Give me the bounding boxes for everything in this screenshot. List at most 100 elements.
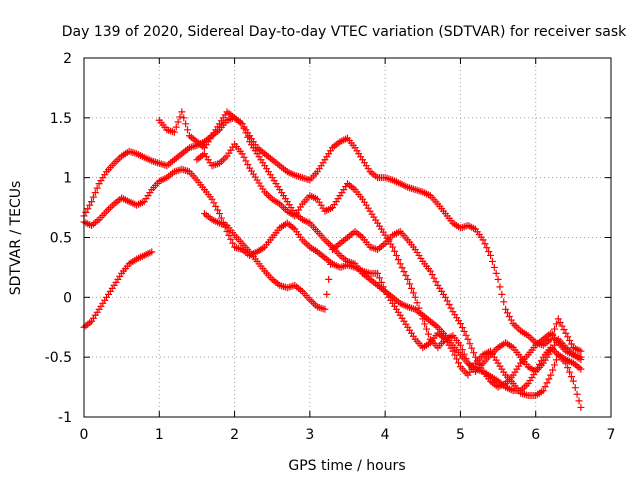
- data-point: [577, 353, 585, 361]
- y-tick-label: 0.5: [50, 231, 72, 247]
- data-point: [407, 284, 415, 292]
- data-point: [172, 123, 180, 131]
- data-point: [577, 403, 585, 411]
- data-point: [539, 387, 547, 395]
- data-point: [471, 353, 479, 361]
- data-point: [503, 309, 511, 317]
- data-point: [564, 364, 572, 372]
- data-point: [240, 153, 248, 161]
- data-point: [552, 356, 560, 364]
- data-point: [577, 347, 585, 355]
- data-point: [547, 371, 555, 379]
- data-point: [545, 375, 553, 383]
- x-axis-label: GPS time / hours: [288, 458, 405, 474]
- data-point: [208, 195, 216, 203]
- data-point: [554, 315, 562, 323]
- data-point: [470, 349, 478, 357]
- data-point: [184, 126, 192, 134]
- y-tick-label: 1: [63, 171, 72, 187]
- data-point: [498, 290, 506, 298]
- data-point: [423, 325, 431, 333]
- data-point: [575, 397, 583, 405]
- y-axis-label: SDTVAR / TECUs: [8, 181, 24, 296]
- x-tick-label: 7: [607, 427, 616, 443]
- data-point: [496, 283, 504, 291]
- data-point: [494, 275, 502, 283]
- data-point: [374, 269, 382, 277]
- data-point: [564, 333, 572, 341]
- data-point: [389, 243, 397, 251]
- data-point: [571, 384, 579, 392]
- data-point: [549, 366, 557, 374]
- data-point: [453, 355, 461, 363]
- data-point: [481, 240, 489, 248]
- data-point: [244, 161, 252, 169]
- data-point: [456, 320, 464, 328]
- data-point: [325, 275, 333, 283]
- data-point: [242, 129, 250, 137]
- x-tick-label: 0: [80, 427, 89, 443]
- data-point: [238, 150, 246, 158]
- data-point: [560, 326, 568, 334]
- series-track-2: [80, 165, 585, 411]
- data-point: [458, 346, 466, 354]
- data-point: [240, 124, 248, 132]
- data-point: [93, 184, 101, 192]
- data-point: [210, 199, 218, 207]
- data-point: [479, 236, 487, 244]
- data-point: [375, 274, 383, 282]
- data-point: [487, 251, 495, 259]
- data-point: [428, 271, 436, 279]
- data-point: [441, 293, 449, 301]
- data-point: [377, 278, 385, 286]
- data-point: [86, 201, 94, 209]
- data-point: [462, 355, 470, 363]
- data-point: [551, 361, 559, 369]
- series-track-1: [80, 114, 585, 355]
- data-point: [180, 114, 188, 122]
- axis-ticks: 0 1 2 3 4 5 6 7 -1 -0.5 0 0.5 1 1.5 2: [45, 51, 616, 443]
- y-tick-label: 0: [63, 290, 72, 306]
- data-point: [449, 347, 457, 355]
- data-point: [543, 379, 551, 387]
- data-point: [562, 329, 570, 337]
- chart-title: Day 139 of 2020, Sidereal Day-to-day VTE…: [62, 24, 627, 40]
- data-point: [400, 268, 408, 276]
- data-point: [552, 320, 560, 328]
- data-point: [404, 275, 412, 283]
- data-point: [148, 248, 156, 256]
- data-point: [398, 264, 406, 272]
- data-point: [178, 108, 186, 116]
- data-point: [456, 341, 464, 349]
- data-point: [212, 202, 220, 210]
- y-tick-label: 2: [63, 51, 72, 67]
- data-point: [473, 357, 481, 365]
- data-point: [402, 271, 410, 279]
- data-point: [558, 322, 566, 330]
- data-point: [413, 299, 421, 307]
- x-tick-label: 6: [531, 427, 540, 443]
- y-tick-label: -0.5: [45, 350, 72, 366]
- data-point: [577, 365, 585, 373]
- data-point: [460, 327, 468, 335]
- data-point: [229, 239, 237, 247]
- data-point: [227, 235, 235, 243]
- data-point: [483, 244, 491, 252]
- data-point: [551, 325, 559, 333]
- data-point: [84, 205, 92, 213]
- data-point: [327, 260, 335, 268]
- data-point: [182, 120, 190, 128]
- data-point: [91, 189, 99, 197]
- data-point: [238, 120, 246, 128]
- x-tick-label: 4: [381, 427, 390, 443]
- data-point: [394, 256, 402, 264]
- data-point: [464, 335, 472, 343]
- data-point: [502, 305, 510, 313]
- data-point: [415, 304, 423, 312]
- data-point: [419, 315, 427, 323]
- data-point: [505, 312, 513, 320]
- data-point: [392, 251, 400, 259]
- data-point: [541, 383, 549, 391]
- data-point: [396, 260, 404, 268]
